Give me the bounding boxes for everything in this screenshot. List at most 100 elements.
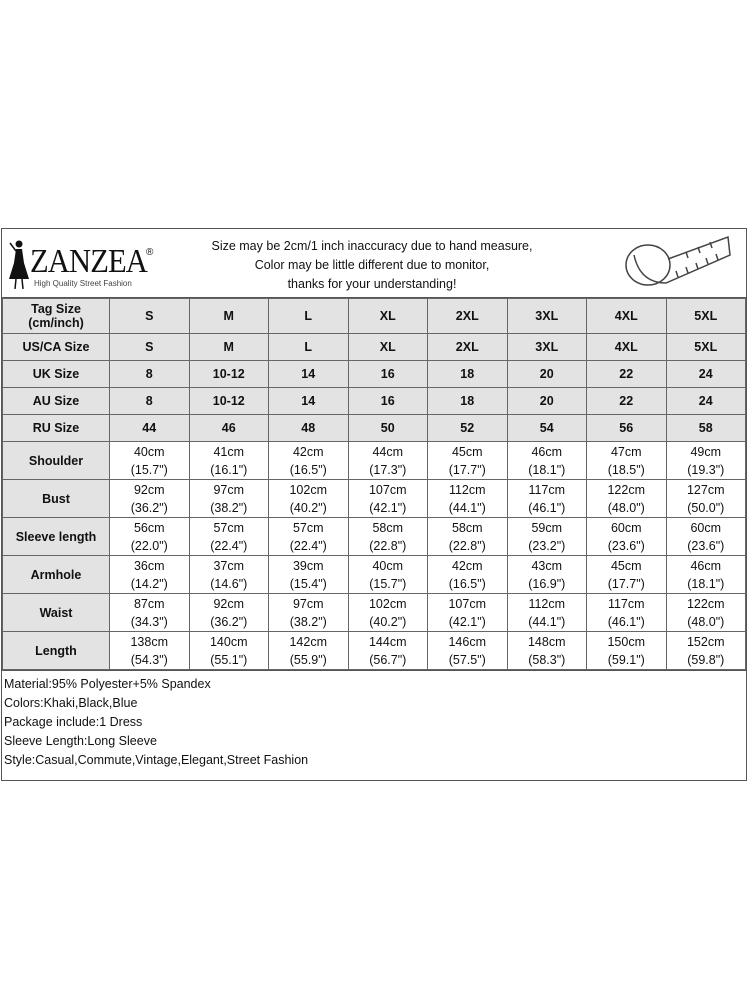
size-cell: 16 — [347, 360, 428, 388]
cm-value: 146cm — [448, 634, 487, 649]
cm-value: 102cm — [368, 596, 407, 611]
cm-value: 43cm — [531, 558, 563, 573]
cm-value: 150cm — [607, 634, 646, 649]
inch-value: (22.8") — [448, 538, 486, 553]
size-cell: 14 — [268, 387, 349, 415]
inch-value: (22.4") — [289, 538, 327, 553]
cm-value: 60cm — [690, 520, 722, 535]
cm-value: 46cm — [531, 444, 563, 459]
measurement-cell: 140cm (55.1") — [188, 631, 269, 670]
row-label: Shoulder — [2, 441, 110, 480]
cm-value: 36cm — [133, 558, 165, 573]
size-row: UK Size 8 10-12 14 16 18 20 22 24 — [2, 360, 746, 388]
cm-value: 42cm — [292, 444, 324, 459]
measurement-cell: 150cm (59.1") — [586, 631, 667, 670]
measurement-cell: 148cm (58.3") — [506, 631, 587, 670]
notice-line: thanks for your understanding! — [287, 277, 457, 291]
measurement-cell: 102cm (40.2") — [347, 593, 428, 632]
cm-value: 148cm — [527, 634, 566, 649]
inch-value: (18.1") — [528, 462, 566, 477]
note-line: Sleeve Length:Long Sleeve — [4, 734, 157, 748]
cm-value: 140cm — [209, 634, 248, 649]
inch-value: (46.1") — [607, 614, 645, 629]
inch-value: (15.7") — [369, 576, 407, 591]
size-table: Tag Size (cm/inch) S M L XL 2XL 3XL 4XL 5XL US/CA… — [2, 298, 746, 670]
inch-value: (59.1") — [607, 652, 645, 667]
measurement-cell: 117cm (46.1") — [586, 593, 667, 632]
cm-value: 39cm — [292, 558, 324, 573]
measurement-cell: 57cm (22.4") — [188, 517, 269, 556]
inch-value: (57.5") — [448, 652, 486, 667]
inch-value: (59.8") — [687, 652, 725, 667]
size-cell: 2XL — [427, 333, 508, 361]
measurement-cell: 97cm (38.2") — [268, 593, 349, 632]
measurement-cell: 144cm (56.7") — [347, 631, 428, 670]
inch-value: (22.8") — [369, 538, 407, 553]
inch-value: (22.0") — [130, 538, 168, 553]
inch-value: (16.1") — [210, 462, 248, 477]
size-cell: 4XL — [586, 333, 667, 361]
measurement-cell: 56cm (22.0") — [109, 517, 190, 556]
measurement-cell: 107cm (42.1") — [347, 479, 428, 518]
measuring-tape-icon — [625, 235, 731, 286]
size-cell: 24 — [665, 387, 746, 415]
inch-value: (54.3") — [130, 652, 168, 667]
cm-value: 92cm — [133, 482, 165, 497]
measurement-cell: 42cm (16.5") — [427, 555, 508, 594]
notice-line: Color may be little different due to mon… — [254, 258, 490, 272]
size-cell: 14 — [268, 360, 349, 388]
cm-value: 44cm — [372, 444, 404, 459]
cm-value: 117cm — [607, 596, 645, 611]
note-line: Colors:Khaki,Black,Blue — [4, 696, 138, 710]
brand-name: ZANZEA — [30, 243, 148, 280]
size-row: US/CA Size S M L XL 2XL 3XL 4XL 5XL — [2, 333, 746, 361]
model-silhouette-icon — [9, 240, 29, 289]
measurement-cell: 87cm (34.3") — [109, 593, 190, 632]
inch-value: (16.5") — [289, 462, 327, 477]
cm-value: 112cm — [528, 596, 566, 611]
size-cell: 10-12 — [188, 387, 269, 415]
inch-value: (14.6") — [210, 576, 248, 591]
measurement-row: Sleeve length 56cm (22.0") 57cm (22.4") 57cm (… — [2, 517, 746, 556]
size-cell: 18 — [427, 360, 508, 388]
row-label: Sleeve length — [2, 517, 110, 556]
row-label: US/CA Size — [2, 333, 110, 361]
measurement-cell: 45cm (17.7") — [427, 441, 508, 480]
cm-value: 56cm — [133, 520, 165, 535]
inch-value: (46.1") — [528, 500, 566, 515]
cm-value: 127cm — [686, 482, 725, 497]
inch-value: (18.5") — [607, 462, 645, 477]
cm-value: 107cm — [368, 482, 407, 497]
row-label: Armhole — [2, 555, 110, 594]
measurement-cell: 152cm (59.8") — [665, 631, 746, 670]
size-cell: 22 — [586, 387, 667, 415]
measurement-cell: 44cm (17.3") — [347, 441, 428, 480]
size-cell: S — [109, 298, 190, 334]
cm-value: 122cm — [686, 596, 725, 611]
inch-value: (40.2") — [369, 614, 407, 629]
cm-value: 58cm — [372, 520, 404, 535]
measurement-cell: 60cm (23.6") — [665, 517, 746, 556]
registered-mark: ® — [146, 247, 154, 258]
inch-value: (38.2") — [289, 614, 327, 629]
size-cell: 44 — [109, 414, 190, 442]
brand-logo: ZANZEA ® High Quality Street Fashion — [8, 237, 158, 291]
inch-value: (17.7") — [448, 462, 486, 477]
size-row: AU Size 8 10-12 14 16 18 20 22 24 — [2, 387, 746, 415]
row-label: Tag Size (cm/inch) — [2, 298, 110, 334]
inch-value: (34.3") — [130, 614, 168, 629]
chart-header: ZANZEA ® High Quality Street Fashion Siz… — [2, 229, 746, 298]
cm-value: 58cm — [451, 520, 483, 535]
cm-value: 47cm — [610, 444, 642, 459]
measurement-cell: 46cm (18.1") — [506, 441, 587, 480]
size-cell: 18 — [427, 387, 508, 415]
cm-value: 45cm — [610, 558, 642, 573]
inch-value: (56.7") — [369, 652, 407, 667]
size-cell: 56 — [586, 414, 667, 442]
inch-value: (17.3") — [369, 462, 407, 477]
size-cell: XL — [347, 333, 428, 361]
row-label: RU Size — [2, 414, 110, 442]
inch-value: (36.2") — [130, 500, 168, 515]
cm-value: 45cm — [451, 444, 483, 459]
measurement-cell: 112cm (44.1") — [506, 593, 587, 632]
